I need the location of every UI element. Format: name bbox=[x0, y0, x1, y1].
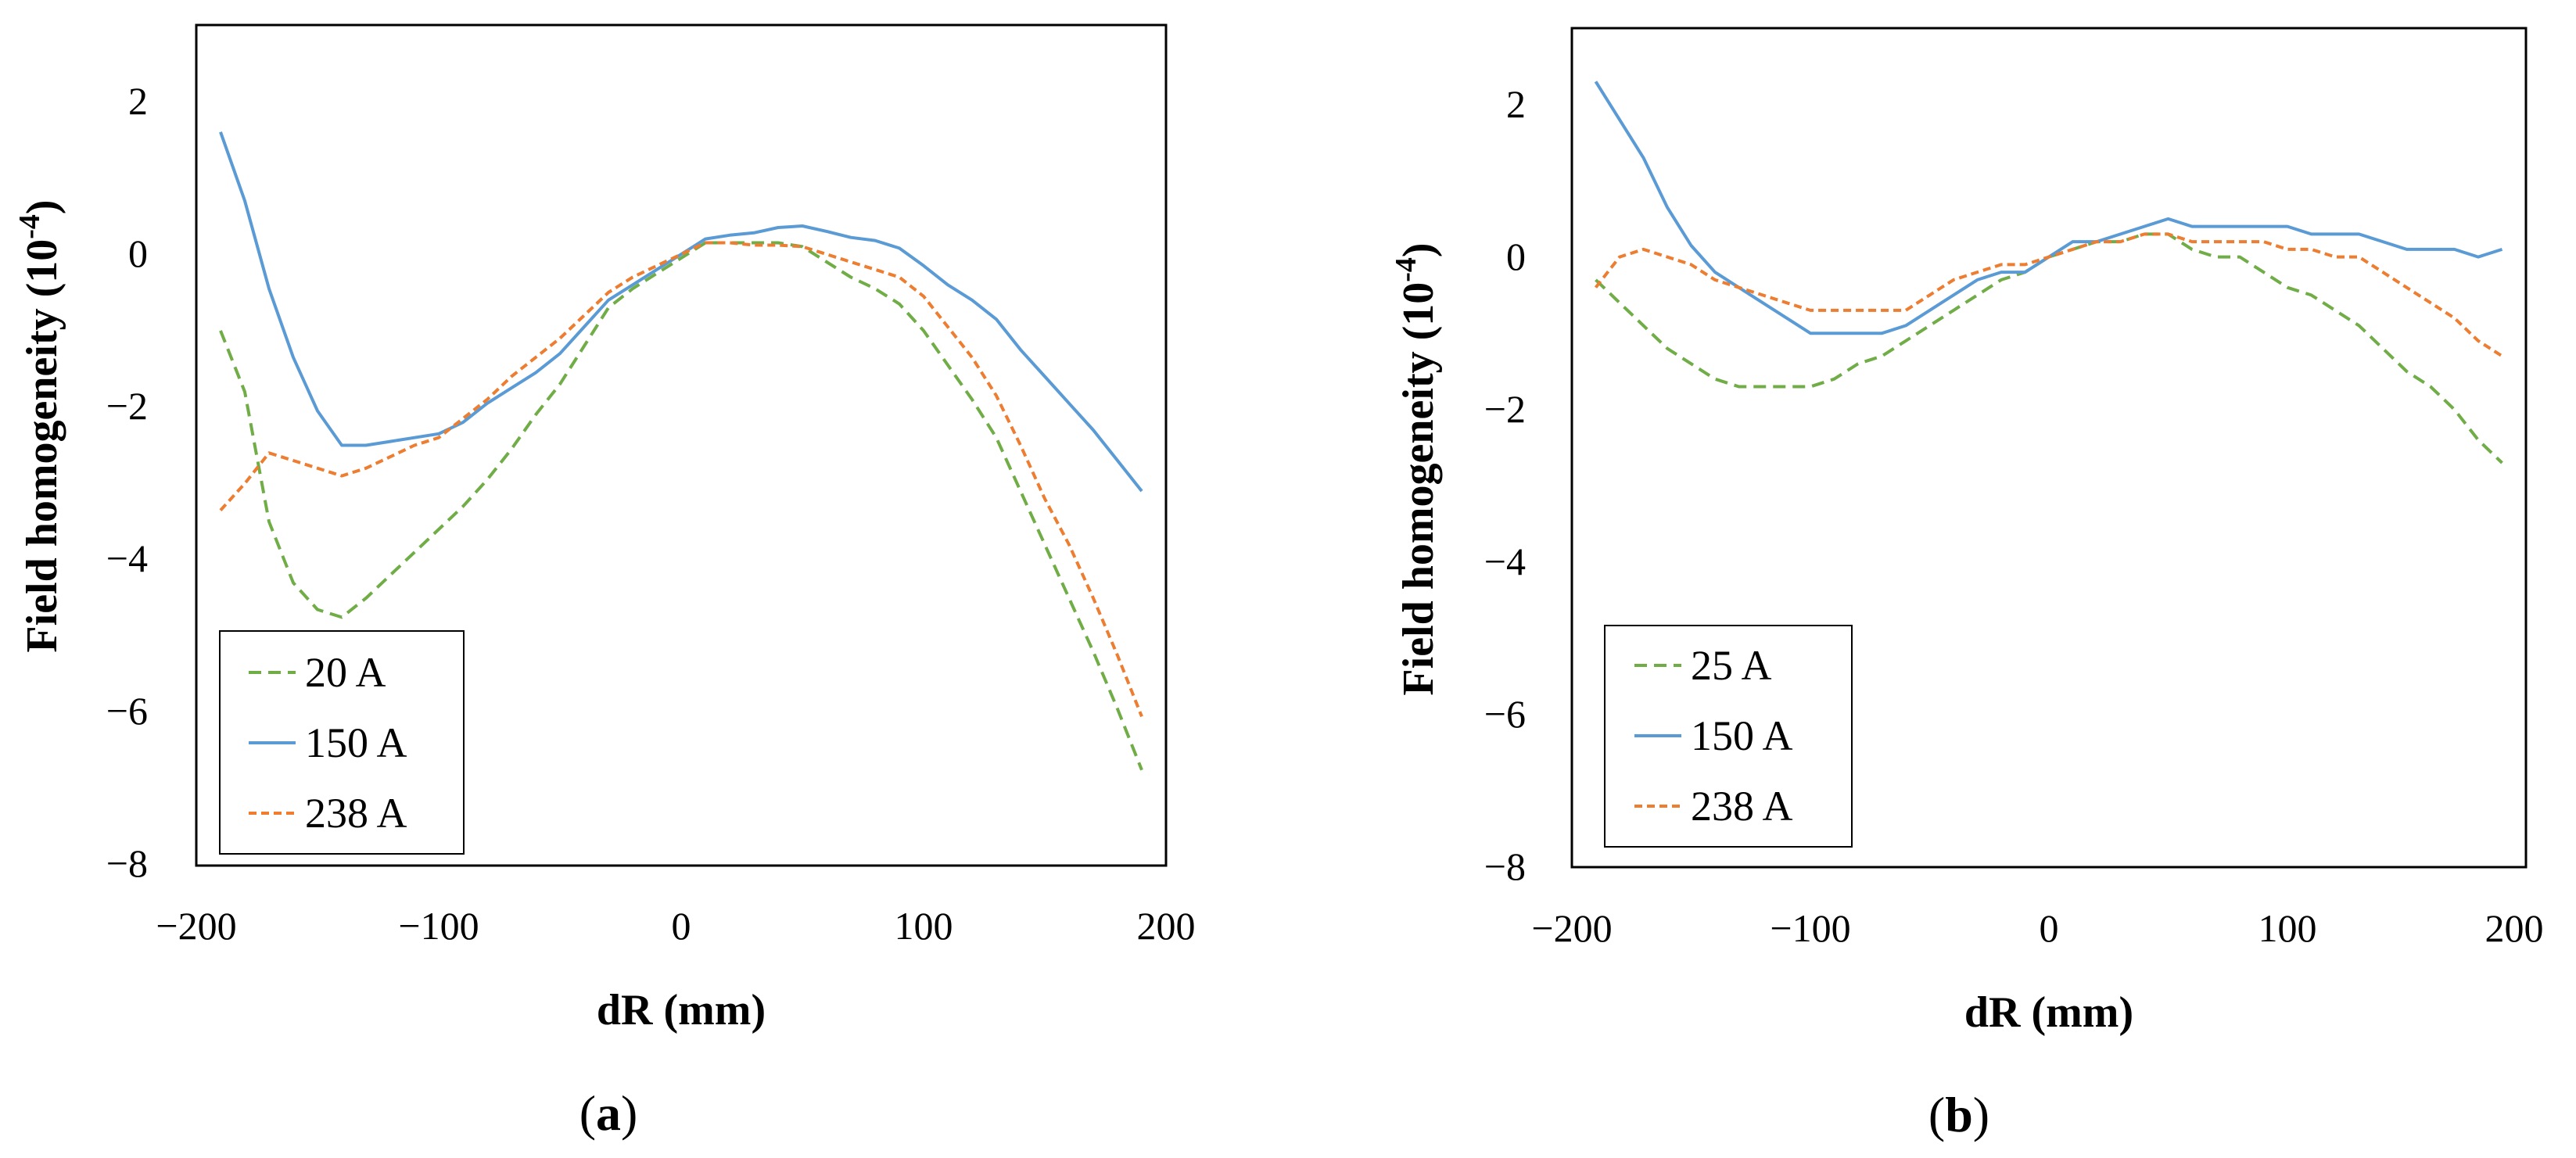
panel-a-ytick-label: 2 bbox=[128, 79, 148, 123]
panel-b-legend-label-150a: 150 A bbox=[1691, 712, 1793, 759]
panel-a-series-238-a bbox=[219, 241, 1143, 718]
panel-a-ytick-label: −4 bbox=[106, 536, 148, 580]
panel-b-xtick-label: 200 bbox=[2485, 906, 2544, 950]
panel-b-label: (b) bbox=[1928, 1087, 1989, 1142]
panel-a-y-axis-title-close: ) bbox=[18, 199, 66, 214]
panel-a-label: (a) bbox=[579, 1085, 638, 1141]
panel-a-plot-frame bbox=[195, 23, 1168, 867]
panel-b-y-axis-title-sup: -4 bbox=[1390, 257, 1423, 282]
panel-b: 2 0 −2 −4 −6 −8 −200 −100 0 100 200 dR (… bbox=[1390, 27, 2544, 1142]
panel-a-label-close: ) bbox=[621, 1085, 637, 1141]
panel-b-y-axis-title-close: ) bbox=[1394, 242, 1443, 257]
panel-b-y-axis-title-main: Field homogeneity (10 bbox=[1394, 282, 1443, 696]
panel-b-label-open: ( bbox=[1928, 1087, 1945, 1142]
panel-b-ytick-label: −2 bbox=[1484, 387, 1526, 431]
panel-b-ytick-label: −8 bbox=[1484, 844, 1526, 888]
panel-b-xtick-label: −200 bbox=[1531, 906, 1612, 950]
panel-b-y-ticks: 2 0 −2 −4 −6 −8 bbox=[1484, 82, 1526, 888]
panel-a-y-axis-title: Field homogeneity (10-4) bbox=[13, 199, 66, 652]
panel-a-legend-label-150a: 150 A bbox=[305, 719, 407, 766]
panel-a-xtick-label: 100 bbox=[895, 904, 953, 948]
panel-b-x-axis-title: dR (mm) bbox=[1964, 988, 2133, 1037]
panel-a-legend-label-20a: 20 A bbox=[305, 649, 386, 696]
panel-b-legend-label-238a: 238 A bbox=[1691, 783, 1793, 830]
panel-a-ytick-label: −8 bbox=[106, 841, 148, 885]
panel-a-xtick-label: 0 bbox=[672, 904, 691, 948]
panel-b-label-letter: b bbox=[1945, 1087, 1973, 1142]
panel-b-lines bbox=[1594, 81, 2503, 464]
panel-a-legend: 20 A 150 A 238 A bbox=[219, 630, 465, 855]
panel-a-y-axis-title-main: Field homogeneity (10 bbox=[18, 239, 66, 653]
panel-a-x-axis-title: dR (mm) bbox=[597, 986, 766, 1034]
panel-b-series-238-a bbox=[1594, 232, 2503, 358]
panel-b-ytick-label: −4 bbox=[1484, 540, 1526, 583]
panel-a-xtick-label: −100 bbox=[398, 904, 479, 948]
panel-b-xtick-label: −100 bbox=[1770, 906, 1850, 950]
panel-b-label-close: ) bbox=[1973, 1087, 1989, 1142]
panel-b-x-ticks: −200 −100 0 100 200 bbox=[1531, 906, 2543, 950]
panel-a-ytick-label: 0 bbox=[128, 231, 148, 275]
panel-a-y-axis-title-sup: -4 bbox=[13, 214, 46, 239]
panel-a-xtick-label: 200 bbox=[1137, 904, 1196, 948]
panel-a-lines bbox=[219, 131, 1143, 771]
panel-a-legend-label-238a: 238 A bbox=[305, 790, 407, 837]
panel-b-series-25-a bbox=[1595, 232, 2503, 464]
panel-b-ytick-label: 2 bbox=[1506, 82, 1526, 126]
panel-a-label-letter: a bbox=[596, 1085, 621, 1141]
panel-b-ytick-label: −6 bbox=[1484, 692, 1526, 736]
panel-a-series-20-a bbox=[219, 241, 1143, 771]
panel-b-series-150-a bbox=[1594, 81, 2503, 335]
panel-a-ytick-label: −6 bbox=[106, 689, 148, 733]
panel-b-legend: 25 A 150 A 238 A bbox=[1604, 625, 1853, 848]
panel-b-plot-frame bbox=[1570, 27, 2528, 869]
panel-a-ytick-label: −2 bbox=[106, 384, 148, 428]
panel-a: 2 0 −2 −4 −6 −8 −200 −100 0 100 200 dR (… bbox=[13, 23, 1196, 1141]
panel-a-series-150-a bbox=[219, 131, 1143, 493]
panel-a-label-open: ( bbox=[579, 1085, 596, 1141]
panel-b-y-axis-title: Field homogeneity (10-4) bbox=[1390, 242, 1443, 695]
panel-b-xtick-label: 100 bbox=[2258, 906, 2317, 950]
panel-b-legend-label-25a: 25 A bbox=[1691, 642, 1772, 689]
panel-b-ytick-label: 0 bbox=[1506, 235, 1526, 278]
panel-a-x-ticks: −200 −100 0 100 200 bbox=[156, 904, 1195, 948]
panel-a-y-ticks: 2 0 −2 −4 −6 −8 bbox=[106, 79, 148, 885]
panel-a-xtick-label: −200 bbox=[156, 904, 236, 948]
panel-b-xtick-label: 0 bbox=[2040, 906, 2059, 950]
